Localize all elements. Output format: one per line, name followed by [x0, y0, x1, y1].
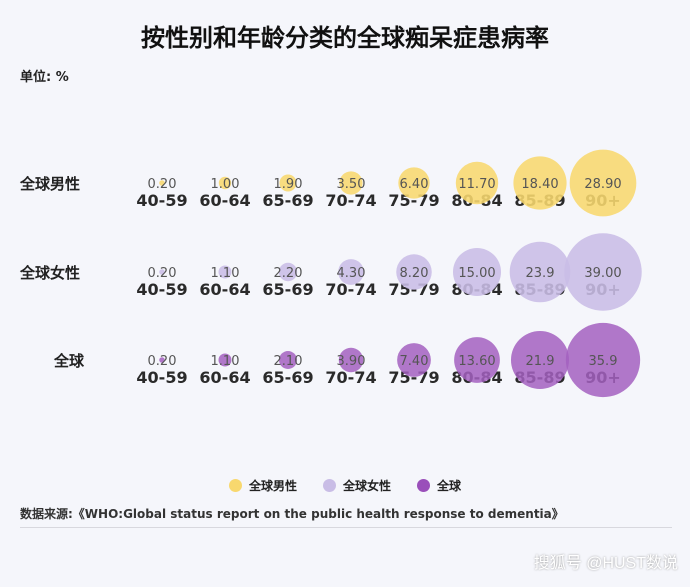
bubble [159, 357, 165, 363]
category-label: 60-64 [199, 280, 250, 299]
row-label: 全球男性 [19, 175, 80, 193]
value-label: 1.00 [211, 177, 240, 192]
bubble [397, 343, 431, 377]
value-label: 35.9 [589, 354, 618, 369]
value-label: 15.00 [458, 266, 495, 281]
value-label: 7.40 [400, 354, 429, 369]
bubble [159, 269, 165, 275]
category-label: 75-79 [388, 368, 439, 387]
bubble [396, 254, 432, 290]
bubble-chart: 全球男性40-590.2060-641.0065-691.9070-743.50… [19, 149, 642, 398]
value-label: 28.90 [584, 177, 621, 192]
value-label: 2.20 [274, 266, 303, 281]
bubble [218, 265, 232, 279]
value-label: 23.9 [526, 266, 555, 281]
value-label: 0.20 [148, 354, 177, 369]
category-label: 40-59 [136, 368, 187, 387]
category-label: 65-69 [262, 280, 313, 299]
bubble [509, 241, 571, 303]
value-label: 1.10 [211, 354, 240, 369]
legend-label: 全球男性 [248, 479, 297, 493]
bubble [452, 247, 502, 297]
watermark: 搜狐号 @HUST数说 [533, 555, 678, 572]
value-label: 4.30 [337, 266, 366, 281]
legend-label: 全球 [437, 479, 462, 493]
bubble [278, 262, 298, 282]
bubble [569, 149, 637, 217]
bubble [398, 167, 430, 199]
bubble [279, 174, 297, 192]
category-label: 70-74 [325, 191, 376, 210]
bubble [564, 233, 642, 311]
category-label: 65-69 [262, 368, 313, 387]
value-label: 1.90 [274, 177, 303, 192]
bubble [279, 351, 297, 369]
legend-item-female[interactable]: 全球女性 [322, 477, 391, 494]
legend-item-male[interactable]: 全球男性 [228, 477, 297, 494]
bubble [455, 161, 499, 205]
category-label: 40-59 [136, 191, 187, 210]
bubble [339, 171, 363, 195]
row-label: 全球女性 [19, 264, 80, 282]
value-label: 8.20 [400, 266, 429, 281]
category-label: 70-74 [325, 368, 376, 387]
legend: 全球男性 全球女性 全球 [0, 477, 690, 494]
value-label: 0.20 [148, 266, 177, 281]
value-label: 3.90 [337, 354, 366, 369]
category-label: 65-69 [262, 191, 313, 210]
bubble [338, 347, 364, 373]
bubble [159, 180, 165, 186]
value-label: 18.40 [521, 177, 558, 192]
bubble [338, 259, 364, 285]
bubble [218, 353, 232, 367]
value-label: 11.70 [458, 177, 495, 192]
bubble [510, 330, 570, 390]
value-label: 39.00 [584, 266, 621, 281]
chart-title: 按性别和年龄分类的全球痴呆症患病率 [141, 23, 549, 52]
value-label: 6.40 [400, 177, 429, 192]
value-label: 3.50 [337, 177, 366, 192]
category-label: 60-64 [199, 368, 250, 387]
bubble [218, 176, 232, 190]
value-label: 2.10 [274, 354, 303, 369]
legend-item-global[interactable]: 全球 [417, 477, 461, 494]
legend-swatch [228, 479, 242, 492]
value-label: 1.10 [211, 266, 240, 281]
row-label: 全球 [53, 352, 85, 370]
value-label: 13.60 [458, 354, 495, 369]
category-label: 75-79 [388, 191, 439, 210]
data-source: 数据来源:《WHO:Global status report on the pu… [20, 505, 672, 528]
bubble [565, 322, 641, 398]
legend-label: 全球女性 [342, 479, 391, 493]
value-label: 21.9 [526, 354, 555, 369]
value-label: 0.20 [148, 177, 177, 192]
category-label: 70-74 [325, 280, 376, 299]
unit-label: 单位: % [20, 70, 69, 85]
legend-swatch [322, 479, 336, 492]
bubble [454, 337, 500, 383]
legend-swatch [417, 479, 430, 492]
bubble [513, 156, 567, 210]
category-label: 60-64 [199, 191, 250, 210]
category-label: 40-59 [136, 280, 187, 299]
